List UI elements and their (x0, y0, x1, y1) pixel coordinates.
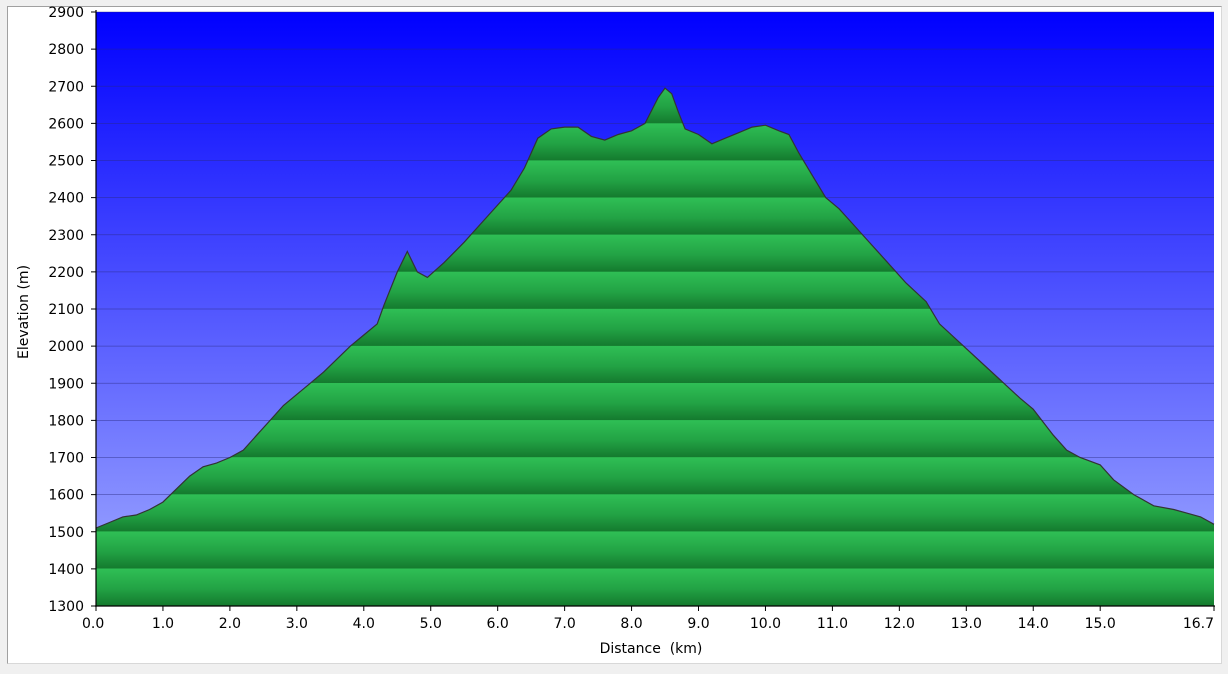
x-tick-label: 2.0 (219, 616, 241, 632)
y-tick-label: 2800 (48, 42, 84, 58)
y-axis-title: Elevation (m) (16, 265, 32, 359)
x-tick-label: 1.0 (152, 616, 174, 632)
x-tick-label: 5.0 (420, 616, 442, 632)
x-tick-label: 11.0 (817, 616, 848, 632)
x-axis-title: Distance (km) (600, 641, 703, 657)
y-tick-label: 1300 (48, 599, 84, 615)
x-tick-label: 7.0 (553, 616, 575, 632)
y-tick-label: 1700 (48, 451, 84, 467)
x-tick-label: 15.0 (1085, 616, 1116, 632)
y-tick-label: 2500 (48, 154, 84, 170)
x-tick-label: 4.0 (353, 616, 375, 632)
y-tick-label: 2300 (48, 228, 84, 244)
x-tick-label: 9.0 (687, 616, 709, 632)
y-tick-label: 1500 (48, 525, 84, 541)
x-tick-label: 8.0 (620, 616, 642, 632)
x-tick-label: 10.0 (750, 616, 781, 632)
y-tick-label: 1400 (48, 562, 84, 578)
y-tick-label: 1600 (48, 488, 84, 504)
y-tick-label: 2100 (48, 302, 84, 318)
x-tick-label: 13.0 (951, 616, 982, 632)
y-tick-label: 2700 (48, 79, 84, 95)
y-tick-label: 2900 (48, 5, 84, 21)
elevation-outline (95, 87, 1215, 529)
y-tick-label: 2000 (48, 339, 84, 355)
x-axis-ticks: 0.0 1.0 2.0 3.0 4.0 5.0 6.0 7.0 8.0 9.0 10.0 11.0 12… (82, 606, 1215, 632)
y-tick-label: 2400 (48, 191, 84, 207)
x-tick-label: 16.7 (1183, 616, 1214, 632)
x-tick-label: 3.0 (286, 616, 308, 632)
x-tick-label: 6.0 (487, 616, 509, 632)
y-axis-ticks: 1300 1400 1500 1600 1700 1800 1900 2000 2100 2200… (48, 5, 96, 615)
y-tick-label: 2200 (48, 265, 84, 281)
x-tick-label: 14.0 (1018, 616, 1049, 632)
x-tick-label: 0.0 (82, 616, 104, 632)
y-tick-label: 1800 (48, 413, 84, 429)
y-tick-label: 2600 (48, 116, 84, 132)
x-tick-label: 12.0 (884, 616, 915, 632)
y-tick-label: 1900 (48, 376, 84, 392)
elevation-area (96, 88, 1214, 607)
